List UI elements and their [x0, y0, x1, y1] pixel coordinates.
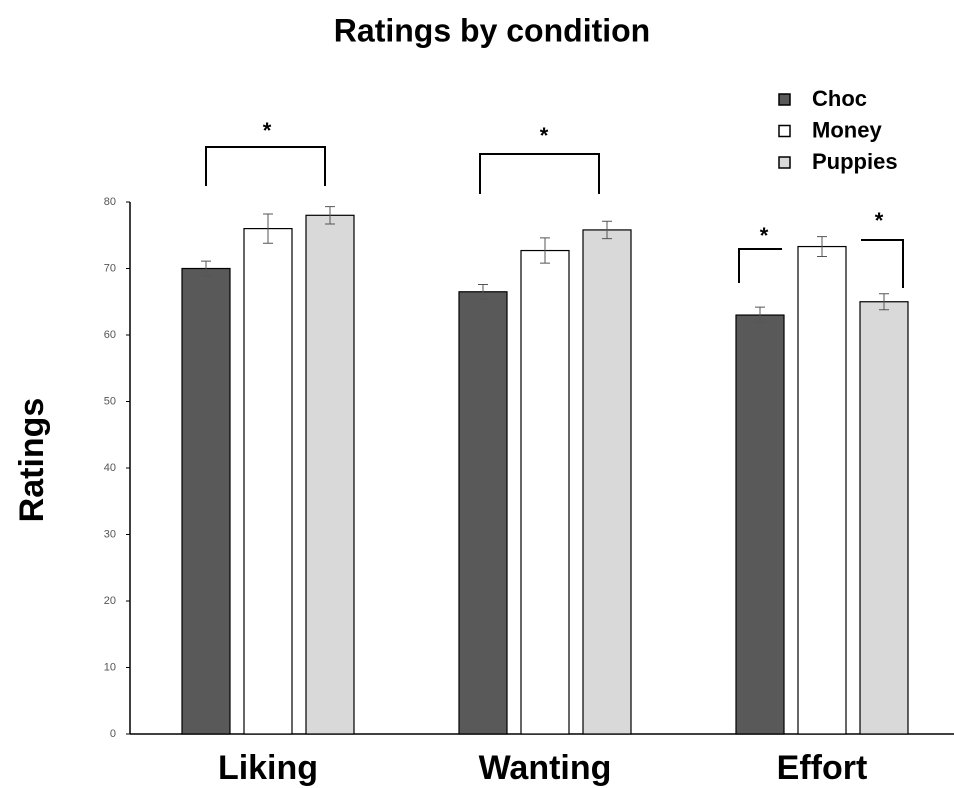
- error-bar: [879, 293, 889, 311]
- y-axis-label: Ratings: [13, 398, 51, 523]
- significance-label: *: [760, 223, 769, 248]
- bar: [305, 214, 355, 735]
- bar: [458, 291, 508, 735]
- significance-bracket: [738, 248, 782, 283]
- error-bar: [478, 283, 488, 300]
- bar: [582, 229, 632, 735]
- x-tick-label: Wanting: [479, 749, 612, 787]
- legend-swatch: [778, 93, 791, 106]
- legend-label: Puppies: [812, 149, 898, 174]
- y-tick-label: 0: [110, 728, 116, 740]
- significance-bracket: [205, 146, 326, 186]
- bar: [735, 314, 785, 735]
- bar: [520, 249, 570, 735]
- legend-label: Money: [812, 117, 882, 142]
- x-tick-label: Effort: [777, 749, 868, 787]
- y-tick-label: 80: [104, 196, 116, 208]
- y-tick-label: 60: [104, 329, 116, 341]
- bar: [181, 267, 231, 735]
- error-bar: [755, 306, 765, 324]
- error-bar: [201, 260, 211, 277]
- error-bar: [817, 236, 827, 258]
- bar: [859, 301, 909, 735]
- significance-label: *: [263, 118, 272, 143]
- significance-bracket: [861, 239, 904, 288]
- bar: [797, 245, 847, 735]
- y-tick-label: 70: [104, 262, 116, 274]
- y-tick-label: 20: [104, 595, 116, 607]
- error-bar: [540, 237, 550, 264]
- y-tick-label: 10: [104, 661, 116, 673]
- error-bar: [325, 206, 335, 225]
- x-tick-label: Liking: [218, 749, 318, 787]
- chart-title: Ratings by condition: [334, 12, 650, 48]
- legend-label: Choc: [812, 86, 867, 111]
- error-bar: [602, 220, 612, 240]
- error-bar: [263, 213, 273, 244]
- y-tick-label: 50: [104, 395, 116, 407]
- y-tick-label: 30: [104, 528, 116, 540]
- bar: [243, 228, 293, 735]
- significance-bracket: [479, 153, 600, 194]
- legend-swatch: [778, 156, 791, 169]
- legend-swatch: [778, 124, 791, 138]
- significance-label: *: [540, 123, 549, 148]
- significance-label: *: [875, 208, 884, 233]
- y-tick-label: 40: [104, 462, 116, 474]
